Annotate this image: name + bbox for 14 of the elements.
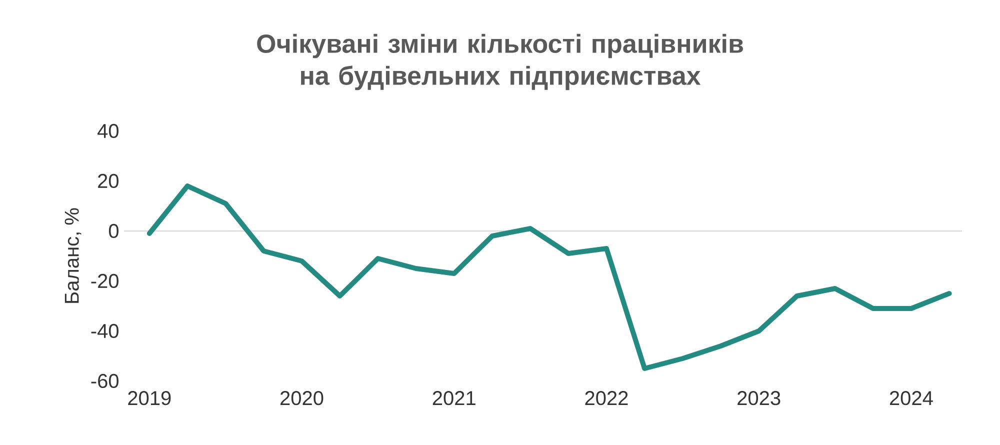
y-tick-label: -40 (91, 324, 118, 338)
x-tick-label: 2019 (128, 391, 171, 406)
x-tick-label: 2022 (585, 391, 628, 406)
x-tick-label: 2024 (890, 391, 933, 406)
chart-title: Очікувані зміни кількості працівників на будівельних підприємствах (257, 34, 743, 90)
y-tick-label: 40 (98, 124, 119, 138)
y-tick-label: 0 (108, 224, 119, 238)
x-tick-label: 2020 (280, 391, 324, 406)
y-tick-label: 20 (98, 174, 119, 188)
y-tick-label: -60 (91, 374, 118, 388)
x-tick-label: 2023 (738, 391, 780, 406)
y-tick-label: -20 (91, 274, 118, 288)
x-tick-label: 2021 (432, 391, 476, 406)
y-axis-title: Баланс, % (64, 208, 82, 303)
